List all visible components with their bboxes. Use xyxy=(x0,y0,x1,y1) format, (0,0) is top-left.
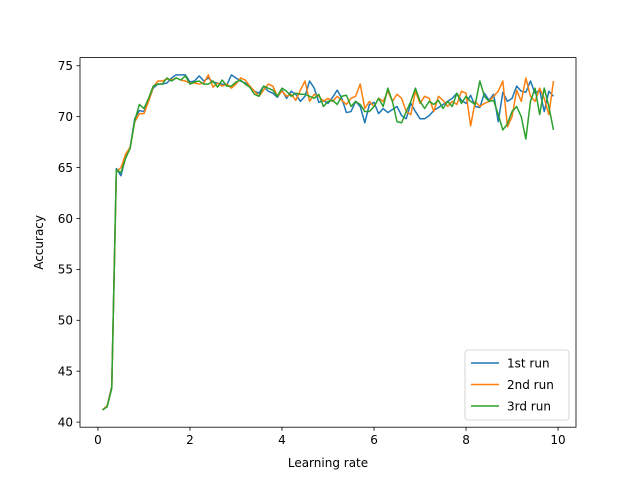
plot-frame xyxy=(79,57,577,428)
x-tick-label: 6 xyxy=(370,433,378,447)
legend-box xyxy=(464,349,570,421)
series-line-1 xyxy=(102,74,555,411)
series-line-3 xyxy=(102,75,555,411)
y-tick-label: 70 xyxy=(58,110,73,124)
y-tick-label: 55 xyxy=(58,263,73,277)
y-tick-label: 60 xyxy=(58,212,73,226)
legend-label-1: 1st run xyxy=(507,357,550,371)
y-tick-label: 75 xyxy=(58,59,73,73)
x-tick-label: 2 xyxy=(186,433,194,447)
x-tick-label: 10 xyxy=(550,433,565,447)
x-axis: 0 2 4 6 8 10 xyxy=(94,427,566,447)
y-tick-label: 40 xyxy=(58,415,73,429)
legend: 1st run 2nd run 3rd run xyxy=(464,349,570,421)
legend-label-2: 2nd run xyxy=(507,378,554,392)
y-axis: 40 45 50 55 60 65 70 75 xyxy=(58,59,80,429)
series-lines xyxy=(102,74,555,411)
x-axis-label: Learning rate xyxy=(288,456,368,470)
x-tick-label: 4 xyxy=(278,433,286,447)
x-tick-label: 8 xyxy=(462,433,470,447)
y-tick-label: 65 xyxy=(58,161,73,175)
y-tick-label: 50 xyxy=(58,314,73,328)
y-axis-label: Accuracy xyxy=(32,215,46,270)
y-tick-label: 45 xyxy=(58,365,73,379)
x-tick-label: 0 xyxy=(94,433,102,447)
legend-label-3: 3rd run xyxy=(507,400,551,414)
